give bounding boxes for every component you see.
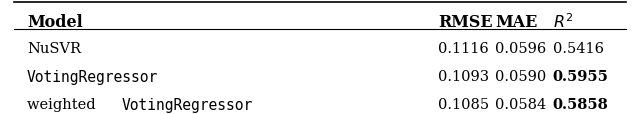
Text: 0.5858: 0.5858 bbox=[552, 97, 609, 111]
Text: VotingRegressor: VotingRegressor bbox=[27, 69, 158, 84]
Text: RMSE: RMSE bbox=[438, 14, 493, 30]
Text: NuSVR: NuSVR bbox=[27, 42, 81, 56]
Text: 0.5416: 0.5416 bbox=[552, 42, 604, 56]
Text: weighted: weighted bbox=[27, 97, 100, 111]
Text: 0.1093: 0.1093 bbox=[438, 69, 489, 83]
Text: 0.0584: 0.0584 bbox=[495, 97, 547, 111]
Text: 0.0596: 0.0596 bbox=[495, 42, 547, 56]
Text: 0.0590: 0.0590 bbox=[495, 69, 547, 83]
Text: Model: Model bbox=[27, 14, 83, 30]
Text: 0.1085: 0.1085 bbox=[438, 97, 489, 111]
Text: 0.1116: 0.1116 bbox=[438, 42, 488, 56]
Text: 0.5955: 0.5955 bbox=[552, 69, 609, 83]
Text: $R^2$: $R^2$ bbox=[552, 14, 573, 32]
Text: VotingRegressor: VotingRegressor bbox=[121, 97, 252, 112]
Text: MAE: MAE bbox=[495, 14, 538, 30]
